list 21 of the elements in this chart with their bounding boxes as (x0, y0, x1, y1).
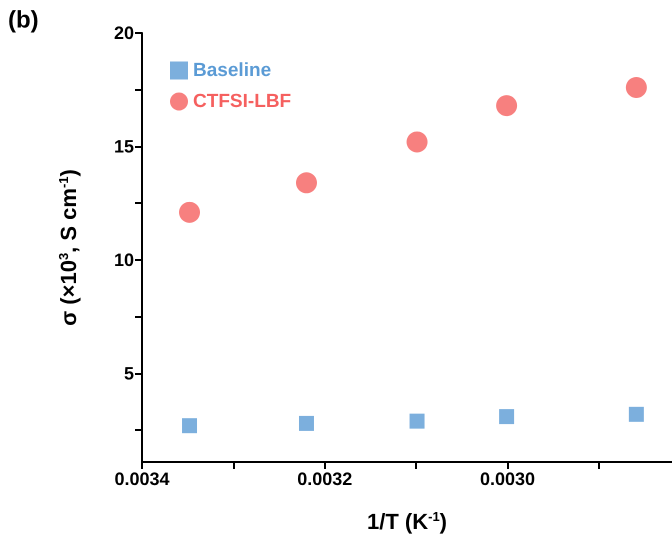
y-tick-label: 15 (114, 136, 134, 156)
point (179, 202, 200, 223)
point (626, 76, 647, 98)
legend-label: CTFSI-LBF (193, 91, 292, 112)
text: (b) (8, 6, 39, 34)
y-tick-label: 10 (114, 250, 134, 270)
point (406, 131, 428, 152)
point (182, 418, 198, 434)
x-tick-label: 0.0030 (480, 469, 536, 489)
legend-label: Baseline (193, 60, 272, 81)
y-tick-label: 20 (114, 23, 134, 43)
point (499, 409, 514, 424)
y-tick-label: 5 (124, 363, 134, 384)
x-tick-label: 0.0034 (114, 469, 170, 489)
x-tick-label: 0.0032 (297, 469, 352, 489)
point (628, 406, 644, 422)
point (298, 416, 314, 431)
point (410, 414, 425, 429)
y-axis-title: σ (×103, S cm-1) (56, 169, 81, 326)
point (496, 95, 518, 116)
point (296, 172, 317, 194)
